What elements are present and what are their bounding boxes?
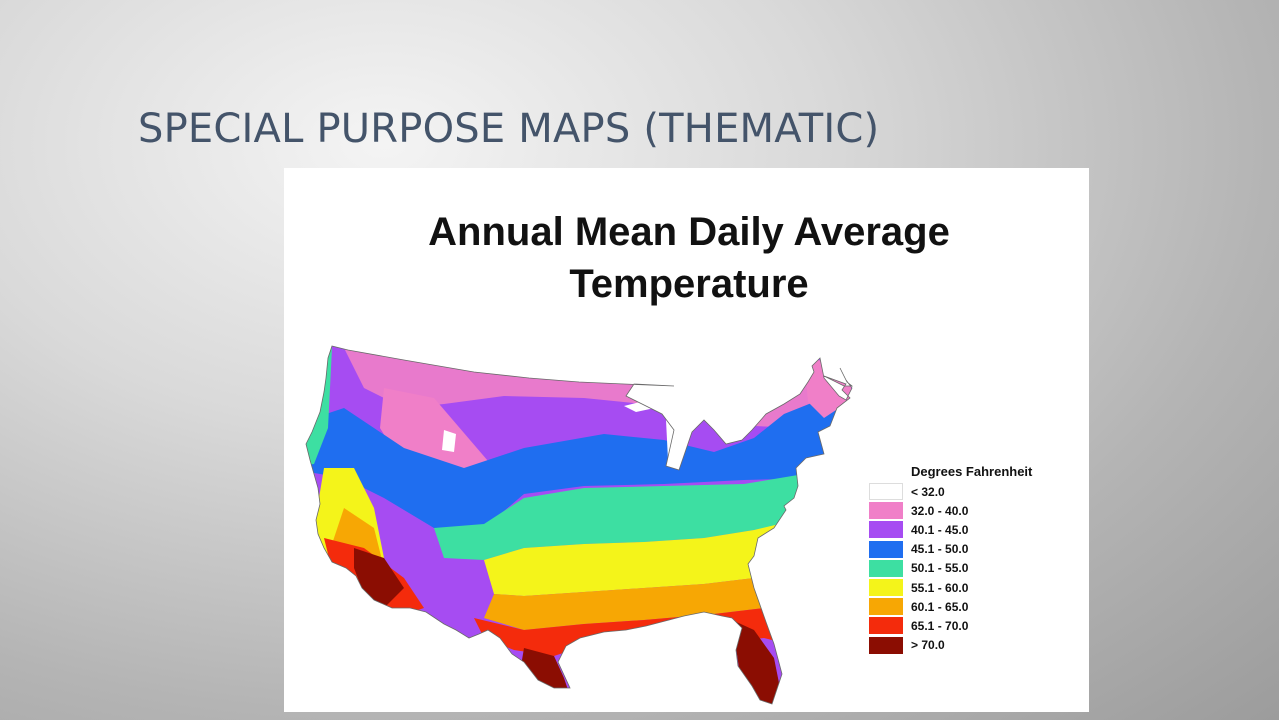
legend-item: < 32.0	[869, 482, 1069, 501]
legend-swatch	[869, 540, 903, 558]
map-title-line-1: Annual Mean Daily Average	[428, 210, 950, 254]
map-image: Annual Mean Daily Average Temperature	[284, 168, 1089, 712]
map-title-line-2: Temperature	[569, 262, 809, 306]
legend-swatch	[869, 617, 903, 635]
legend-item: 32.0 - 40.0	[869, 501, 1069, 520]
slide-title: SPECIAL PURPOSE MAPS (THEMATIC)	[138, 106, 880, 152]
legend-item: 50.1 - 55.0	[869, 559, 1069, 578]
legend-item: 45.1 - 50.0	[869, 540, 1069, 559]
legend-item: 55.1 - 60.0	[869, 578, 1069, 597]
legend-label: < 32.0	[911, 484, 945, 499]
legend-label: 45.1 - 50.0	[911, 542, 969, 557]
legend-swatch	[869, 579, 903, 597]
legend-label: 50.1 - 55.0	[911, 561, 969, 576]
map-legend: Degrees Fahrenheit < 32.0 32.0 - 40.0 40…	[869, 464, 1069, 655]
legend-label: > 70.0	[911, 638, 945, 653]
legend-label: 65.1 - 70.0	[911, 618, 969, 633]
legend-label: 60.1 - 65.0	[911, 599, 969, 614]
legend-item: 40.1 - 45.0	[869, 520, 1069, 539]
legend-swatch	[869, 502, 903, 520]
legend-swatch	[869, 521, 903, 539]
legend-swatch	[869, 598, 903, 616]
legend-label: 32.0 - 40.0	[911, 503, 969, 518]
legend-swatch	[869, 636, 903, 654]
legend-swatch	[869, 483, 903, 501]
legend-item: 65.1 - 70.0	[869, 616, 1069, 635]
map-title: Annual Mean Daily Average Temperature	[284, 206, 1089, 310]
legend-item: 60.1 - 65.0	[869, 597, 1069, 616]
legend-label: 40.1 - 45.0	[911, 522, 969, 537]
legend-title: Degrees Fahrenheit	[911, 464, 1033, 479]
legend-label: 55.1 - 60.0	[911, 580, 969, 595]
us-temperature-map	[305, 345, 853, 705]
legend-item: > 70.0	[869, 636, 1069, 655]
legend-swatch	[869, 559, 903, 577]
